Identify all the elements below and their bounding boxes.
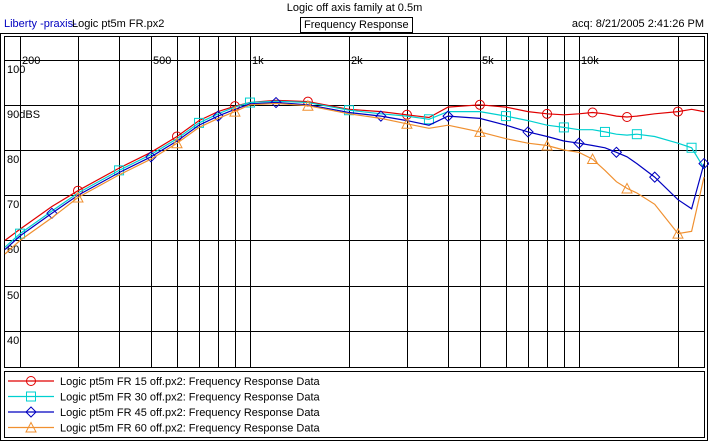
series-line — [4, 100, 705, 248]
square-marker — [344, 105, 355, 116]
x-tick-label: 2k — [351, 55, 363, 67]
circle-marker — [474, 99, 485, 110]
diamond-marker — [270, 96, 282, 109]
plot-area[interactable] — [4, 36, 705, 368]
legend-label: Logic pt5m FR 60 off.px2: Frequency Resp… — [60, 423, 321, 435]
grid-lines — [5, 37, 704, 367]
triangle-marker — [621, 182, 633, 194]
diamond-marker — [522, 126, 534, 138]
circle-marker — [587, 107, 598, 118]
square-marker — [423, 114, 434, 125]
triangle-marker — [586, 152, 599, 165]
triangle-marker — [171, 137, 183, 149]
diamond-marker — [212, 110, 224, 122]
x-tick-label: 5k — [482, 55, 494, 67]
acquisition-timestamp: acq: 8/21/2005 2:41:26 PM — [571, 18, 704, 30]
square-marker — [500, 111, 511, 122]
legend-label: Logic pt5m FR 15 off.px2: Frequency Resp… — [60, 376, 321, 388]
y-tick-label: 40 — [7, 335, 19, 347]
diamond-marker — [375, 110, 387, 122]
diamond-marker — [145, 151, 157, 163]
square-marker — [599, 126, 610, 137]
y-tick-label: 50 — [7, 290, 19, 302]
triangle-marker — [72, 191, 84, 203]
y-tick-label: 60 — [7, 244, 19, 256]
triangle-marker — [302, 99, 314, 111]
series-line — [4, 99, 705, 241]
legend: Logic pt5m FR 15 off.px2: Frequency Resp… — [8, 376, 321, 435]
series-line — [4, 102, 705, 255]
circle-marker — [542, 108, 553, 119]
circle-marker — [26, 376, 36, 386]
y-tick-labels: 100 90dBS 80 70 60 50 40 — [7, 64, 40, 347]
x-tick-label: 500 — [153, 55, 171, 67]
circle-marker — [621, 112, 632, 123]
diamond-marker — [649, 171, 661, 183]
legend-label: Logic pt5m FR 30 off.px2: Frequency Resp… — [60, 392, 321, 404]
triangle-marker — [474, 125, 486, 137]
y-tick-label: 90dBS — [7, 109, 40, 121]
app-name: Liberty -praxis- — [4, 18, 77, 30]
triangle-marker — [229, 105, 241, 117]
series-lines — [4, 96, 709, 255]
square-marker — [686, 142, 697, 153]
square-marker — [558, 122, 569, 133]
square-marker — [244, 97, 255, 108]
triangle-marker — [541, 139, 553, 151]
x-tick-label: 200 — [22, 55, 40, 67]
series-line — [4, 101, 705, 250]
y-tick-label: 70 — [7, 199, 19, 211]
measurement-type-button[interactable]: Frequency Response — [300, 17, 413, 33]
diamond-marker — [610, 146, 623, 158]
x-tick-labels: 200 500 1k 2k 5k 10k — [22, 55, 599, 67]
triangle-marker — [401, 117, 413, 129]
y-tick-label: 100 — [7, 64, 25, 76]
diamond-marker — [442, 110, 454, 122]
diamond-marker — [698, 157, 709, 170]
legend-label: Logic pt5m FR 45 off.px2: Frequency Resp… — [60, 407, 321, 419]
square-marker — [26, 391, 36, 402]
triangle-marker — [25, 421, 37, 433]
y-tick-label: 80 — [7, 154, 19, 166]
chart-title: Logic off axis family at 0.5m — [286, 2, 423, 14]
diamond-marker — [25, 406, 37, 418]
triangle-marker — [672, 227, 684, 239]
circle-marker — [672, 106, 683, 117]
x-tick-label: 1k — [252, 55, 264, 67]
file-name: Logic pt5m FR.px2 — [72, 18, 165, 30]
legend-box — [4, 371, 705, 438]
diamond-marker — [573, 137, 585, 149]
x-tick-label: 10k — [581, 55, 599, 67]
square-marker — [15, 228, 26, 239]
square-marker — [631, 129, 642, 140]
